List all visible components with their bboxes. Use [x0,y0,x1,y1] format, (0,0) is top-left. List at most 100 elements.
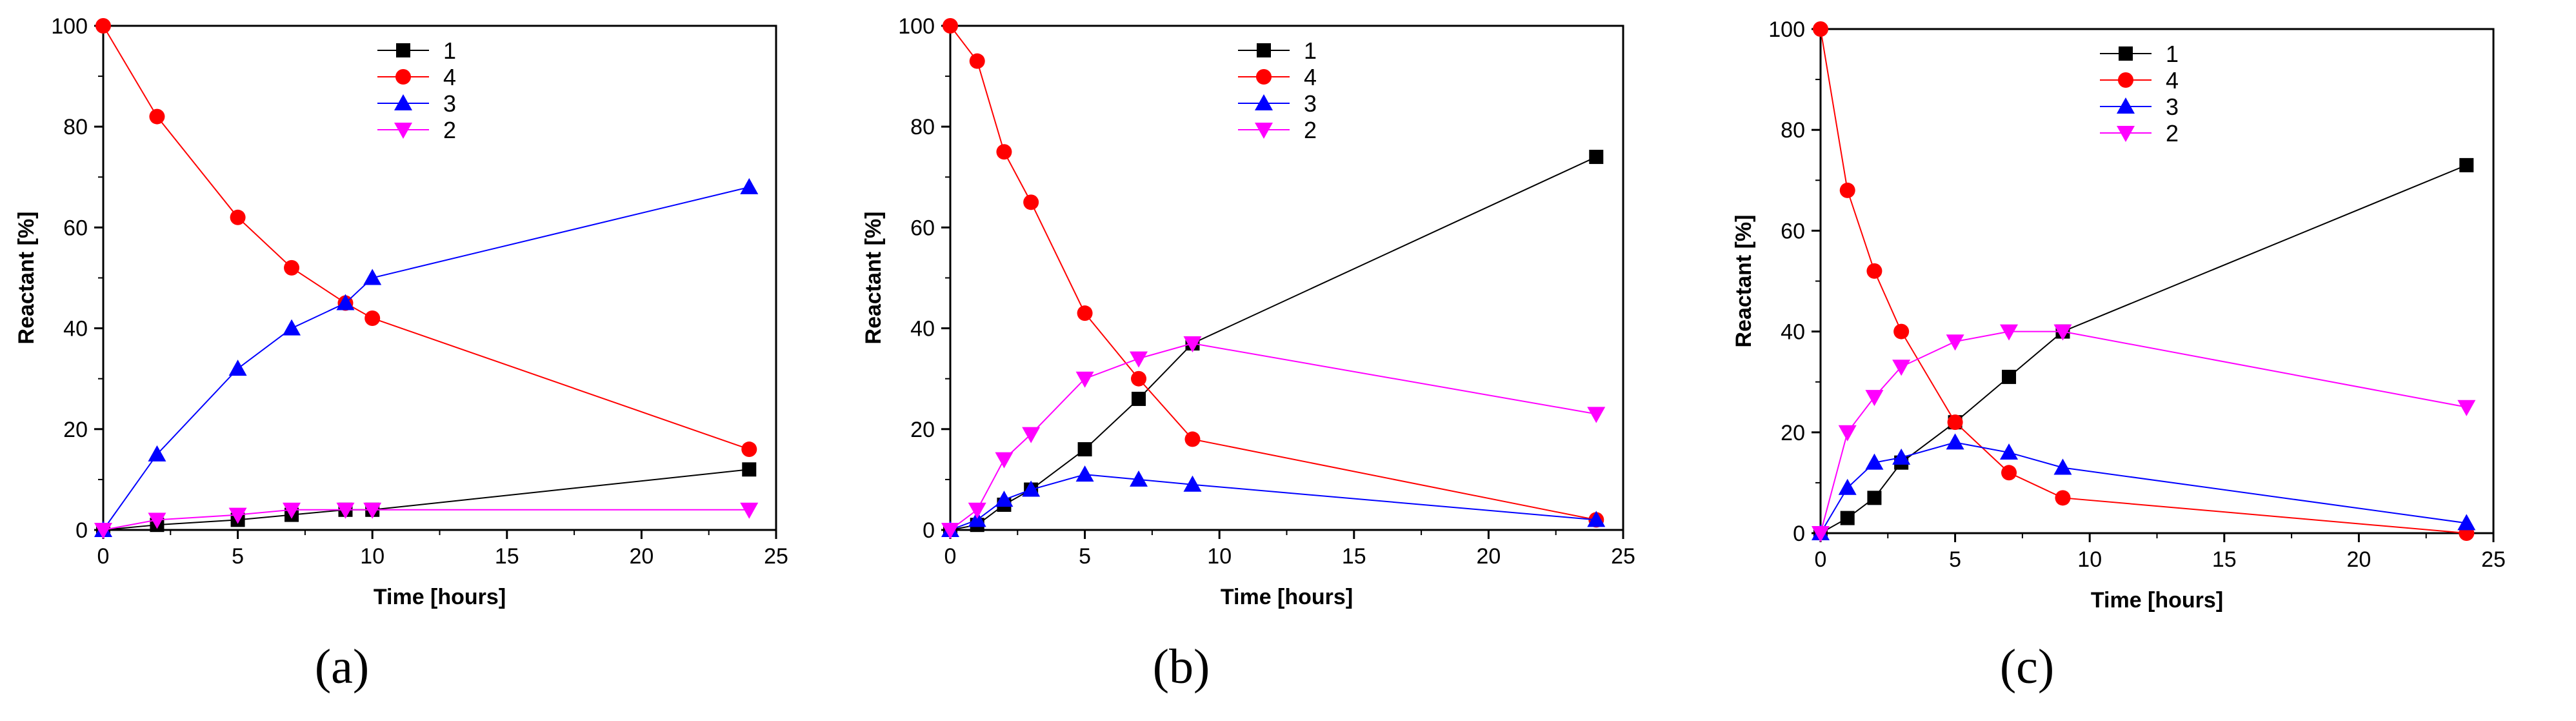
data-point-a-3-3 [283,319,301,336]
data-point-b-4-1 [969,53,985,69]
data-point-a-2-6 [740,502,759,519]
data-point-b-2-1 [968,502,986,519]
series-line-b-4 [950,25,1597,521]
legend-label-b-2: 2 [1304,117,1317,143]
legend-marker-c-2 [2117,126,2135,142]
series-line-b-1 [950,156,1597,531]
legend-label-c-4: 4 [2166,67,2179,94]
y-axis-title-b: Reactant [%] [861,212,886,345]
x-tick-label-a-15: 15 [495,544,519,569]
data-point-b-3-7 [1587,511,1606,527]
data-point-a-4-1 [149,108,165,125]
x-tick-label-b-25: 25 [1611,544,1635,569]
series-line-a-1 [103,469,750,531]
data-point-a-1-6 [742,462,757,477]
data-point-c-2-1 [1838,425,1857,442]
y-tick-label-c-60: 60 [1781,219,1805,243]
series-line-b-2 [950,343,1597,531]
data-point-c-3-5 [2000,443,2019,460]
data-point-b-4-2 [996,144,1012,160]
data-point-b-4-6 [1184,431,1201,447]
chart-c: 0 5 10 15 20 25 0 20 40 60 80 100 Time [hours] Reacta… [1732,17,2506,613]
data-point-b-3-4 [1075,465,1094,482]
legend-label-a-3: 3 [443,90,456,117]
legend-marker-a-1 [396,43,410,57]
data-point-a-4-3 [284,259,300,276]
y-tick-label-b-0: 0 [923,518,935,543]
data-point-a-4-0 [95,18,111,34]
data-point-b-3-2 [995,491,1013,507]
x-tick-label-a-20: 20 [629,544,654,569]
data-point-c-3-6 [2053,458,2072,475]
data-point-a-3-6 [740,178,759,194]
series-line-a-4 [103,25,750,450]
data-point-c-3-7 [2457,514,2476,531]
x-tick-label-b-0: 0 [944,544,957,569]
data-point-a-3-1 [148,445,166,462]
y-axis-title-a: Reactant [%] [14,212,39,345]
data-point-a-4-6 [741,442,757,458]
legend-label-b-1: 1 [1304,37,1317,64]
plot-frame-a [102,25,777,531]
y-axis-title-c: Reactant [%] [1732,215,1756,348]
legend-marker-c-1 [2119,46,2133,61]
y-tick-label-c-100: 100 [1768,17,1805,42]
x-tick-label-b-5: 5 [1079,544,1091,569]
x-tick-label-b-10: 10 [1207,544,1232,569]
data-point-c-4-1 [1839,182,1855,198]
y-tick-label-c-0: 0 [1793,522,1805,546]
panel-c: 0 5 10 15 20 25 0 20 40 60 80 100 Time [hours] Reacta… [1717,0,2576,721]
y-tick-label-b-80: 80 [910,115,935,139]
y-tick-label-b-60: 60 [910,216,935,240]
legend-label-c-3: 3 [2166,94,2179,120]
x-tick-label-c-15: 15 [2212,547,2237,572]
data-point-c-1-2 [1867,491,1882,505]
data-point-b-4-3 [1023,194,1039,210]
legend-marker-b-2 [1255,123,1273,139]
panel-b: 0 5 10 15 20 25 0 20 40 60 80 100 Time [hours] Reacta… [859,0,1717,721]
y-tick-label-a-20: 20 [63,418,88,442]
data-point-a-4-2 [230,209,246,225]
data-point-c-4-2 [1866,263,1882,279]
x-tick-label-b-15: 15 [1342,544,1366,569]
data-point-b-2-3 [1022,427,1041,443]
series-line-c-3 [1820,442,2467,534]
data-point-a-2-5 [363,502,382,519]
data-point-b-1-5 [1132,391,1146,406]
data-point-c-2-7 [2457,400,2476,416]
data-point-c-2-2 [1865,390,1884,407]
y-tick-label-c-20: 20 [1781,421,1805,445]
x-tick-label-c-5: 5 [1949,547,1961,572]
data-point-c-3-2 [1865,453,1884,470]
data-point-b-4-5 [1131,371,1147,387]
legend-label-b-4: 4 [1304,64,1317,90]
legend-marker-a-2 [394,123,412,139]
data-point-b-2-4 [1075,371,1094,388]
legend-label-a-2: 2 [443,117,456,143]
data-point-c-2-4 [1946,334,1964,351]
plot-frame-b [949,25,1624,531]
data-point-b-3-3 [1022,480,1041,497]
x-tick-label-a-10: 10 [360,544,384,569]
data-point-c-4-3 [1893,323,1910,340]
chart-b: 0 5 10 15 20 25 0 20 40 60 80 100 Time [hours] Reacta… [861,14,1635,609]
series-line-a-2 [103,509,750,531]
chart-a: 0 5 10 15 20 25 0 20 40 60 80 100 Time [hours] Reacta… [14,14,788,609]
data-point-c-1-7 [2459,157,2474,172]
data-point-a-2-0 [94,523,112,539]
legend-label-a-4: 4 [443,64,456,90]
x-tick-label-c-20: 20 [2346,547,2371,572]
legend-marker-b-1 [1257,43,1271,57]
data-point-c-1-5 [2002,369,2017,384]
data-point-b-2-5 [1130,351,1148,368]
panel-a: 0 5 10 15 20 25 0 20 40 60 80 100 Time [hours] Reacta… [0,0,859,721]
x-tick-label-a-25: 25 [764,544,788,569]
x-tick-label-b-20: 20 [1476,544,1501,569]
legend-marker-a-4 [395,69,411,85]
caption-c: (c) [1999,640,2055,694]
data-point-c-3-1 [1838,478,1857,495]
data-point-a-2-1 [148,513,166,529]
data-point-c-1-1 [1840,511,1855,525]
series-line-b-3 [950,474,1597,531]
data-point-a-2-4 [336,502,355,519]
